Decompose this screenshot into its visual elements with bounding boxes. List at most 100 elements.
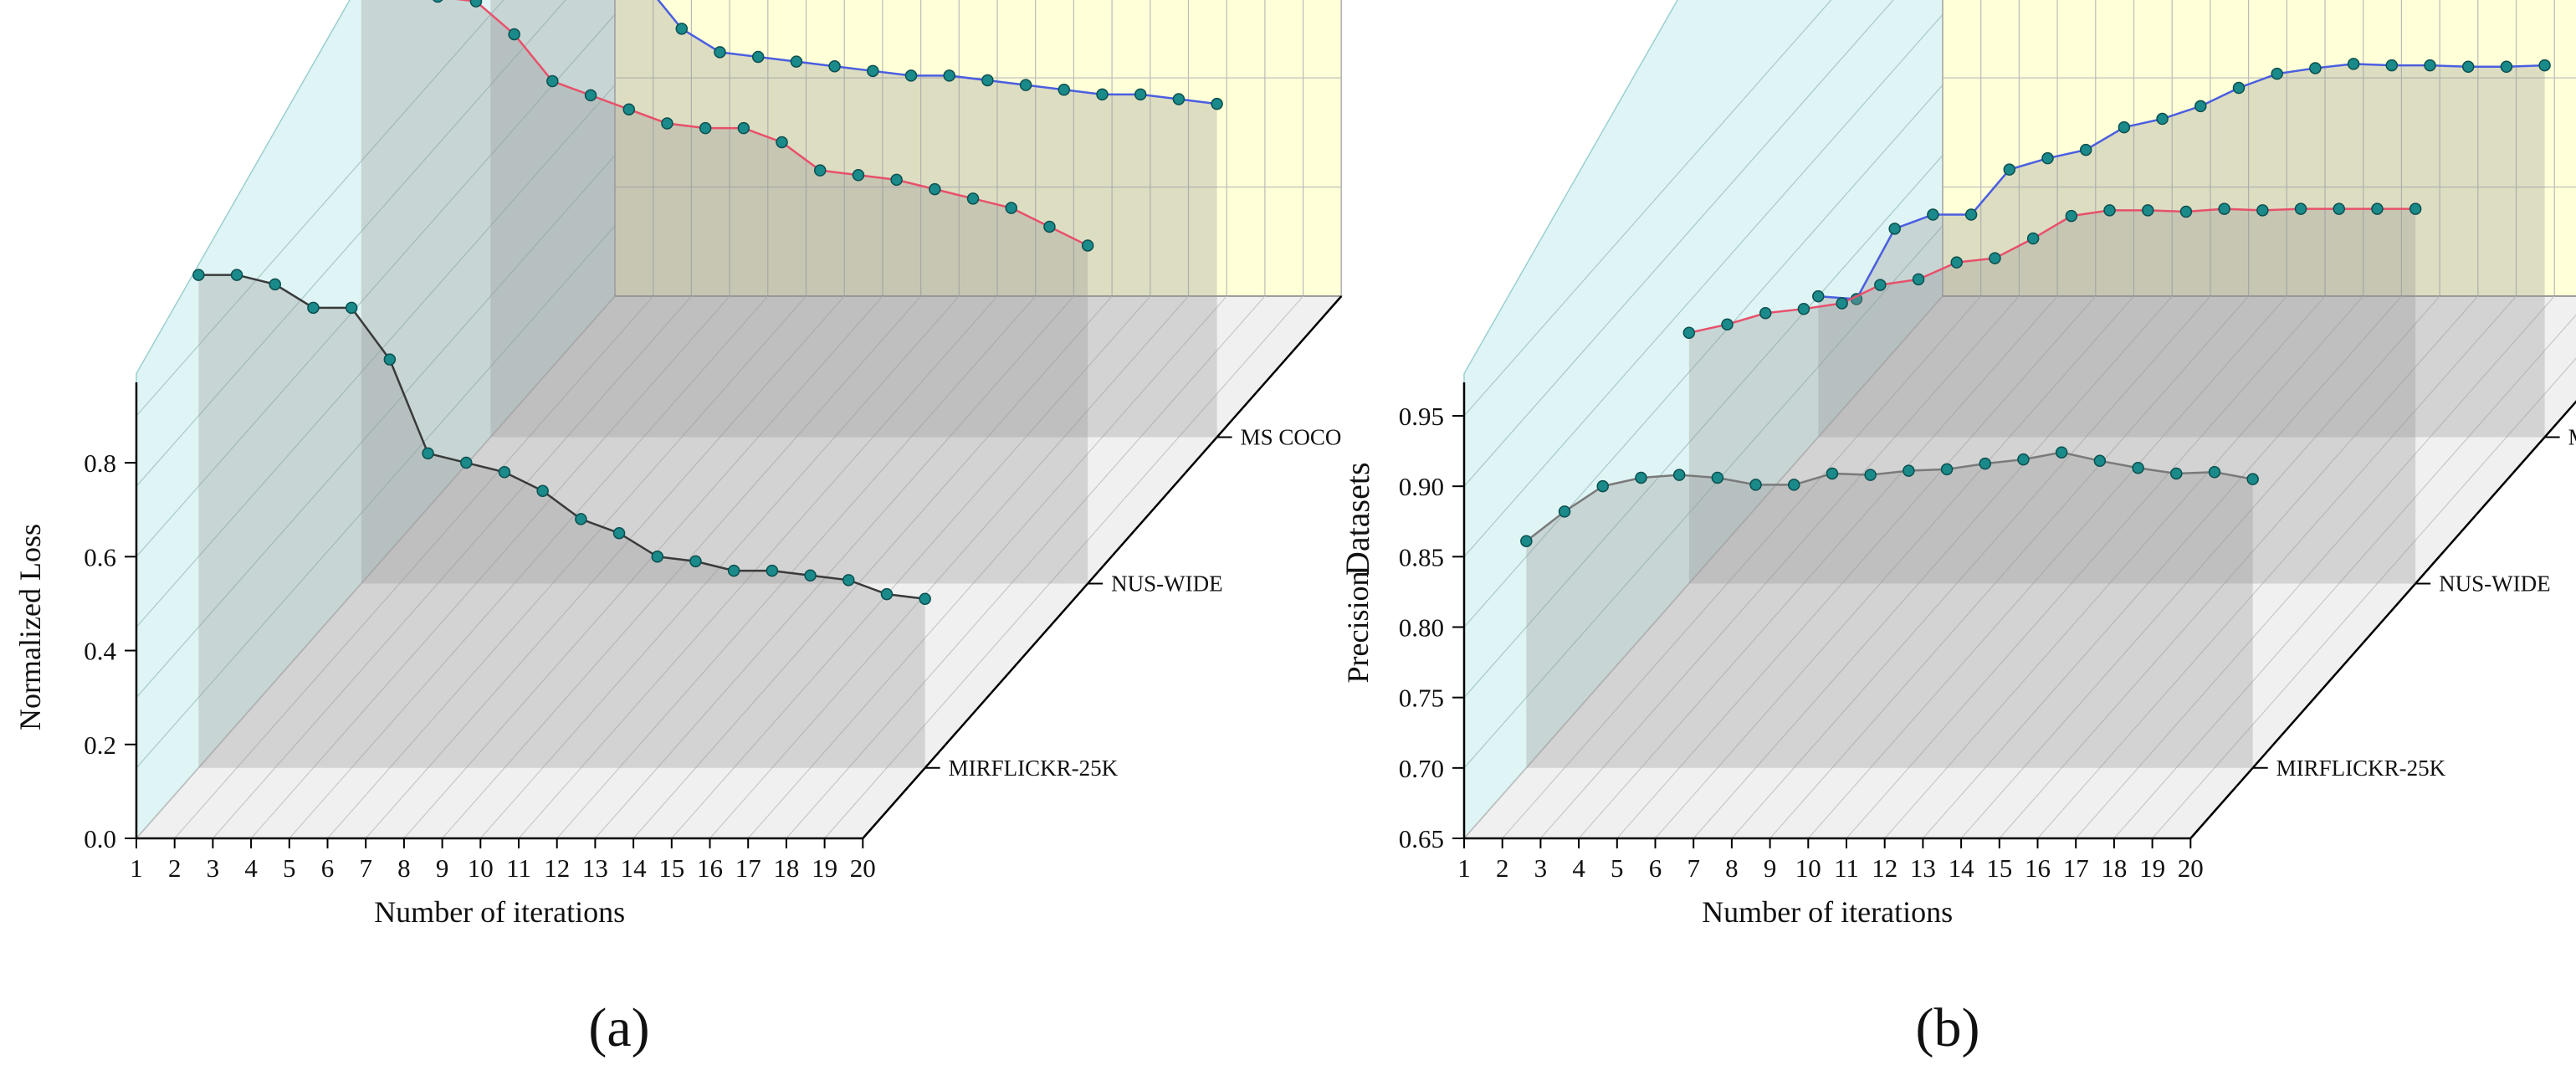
floor-gridline: [289, 295, 769, 839]
z-tick-label: NUS-WIDE: [1111, 571, 1222, 596]
wall-gridline: [1463, 85, 1944, 628]
data-point: [766, 564, 779, 577]
data-point: [804, 569, 817, 581]
data-point: [1836, 297, 1848, 310]
back-wall: [1942, 0, 2576, 297]
x-tick-label: 15: [1986, 853, 2012, 883]
x-tick-label: 4: [244, 853, 258, 883]
data-point: [2347, 58, 2360, 70]
z-tick-label: MS COCO: [1241, 424, 1342, 449]
data-point: [2218, 202, 2230, 215]
data-point: [2132, 461, 2144, 474]
data-point: [2424, 59, 2436, 72]
x-tick-label: 13: [1910, 853, 1936, 883]
data-point: [508, 28, 520, 41]
wall-gridline: [136, 0, 566, 487]
floor-gridline: [824, 295, 1304, 839]
data-point: [1043, 220, 1056, 233]
data-point: [2309, 62, 2322, 74]
data-point: [842, 574, 855, 587]
data-point: [546, 74, 559, 88]
data-point: [1721, 318, 1734, 330]
data-point: [2500, 60, 2513, 74]
x-tick-label: 6: [1649, 853, 1662, 883]
y-axis-title: Normalized Loss: [13, 524, 47, 730]
data-point: [1134, 88, 1147, 101]
data-point: [1903, 464, 1915, 477]
floor-gridline: [594, 295, 1074, 839]
data-point: [2156, 112, 2169, 126]
y-tick-label: 0.95: [1399, 402, 1444, 431]
data-point: [2232, 81, 2246, 95]
data-point: [689, 555, 702, 568]
x-tick-label: 17: [735, 853, 761, 883]
z-axis-title: Datasets: [1339, 462, 1376, 576]
y-tick-label: 0.85: [1399, 542, 1444, 571]
data-point: [828, 59, 841, 73]
wall-gridline: [136, 85, 616, 628]
data-point: [2055, 446, 2068, 459]
data-point: [890, 173, 903, 187]
floor-gridline: [250, 295, 730, 839]
floor-gridline: [136, 295, 616, 839]
data-point: [651, 551, 664, 563]
floor-gridline: [786, 295, 1266, 839]
data-point: [813, 164, 827, 177]
data-point: [919, 592, 931, 606]
data-point: [1826, 467, 1839, 480]
series-line: [198, 274, 925, 601]
data-point: [1096, 88, 1109, 101]
floor-gridline: [1693, 295, 2173, 839]
data-point: [929, 182, 941, 196]
x-tick-label: 16: [2025, 853, 2051, 883]
data-point: [751, 50, 765, 64]
x-tick-label: 12: [1872, 853, 1897, 883]
floor-gridline: [212, 295, 692, 839]
data-point: [904, 69, 918, 82]
data-point: [714, 46, 726, 59]
data-point: [1019, 79, 1032, 91]
wall-gridline: [136, 0, 504, 417]
x-tick-label: 20: [2178, 853, 2204, 883]
x-tick-label: 1: [130, 853, 143, 883]
floor-gridline: [1578, 295, 2058, 839]
series-area: [490, 0, 1217, 438]
data-point: [966, 192, 980, 205]
data-point: [880, 587, 894, 601]
floor-gridline: [174, 295, 654, 839]
data-point: [2093, 454, 2107, 468]
floor-gridline: [1463, 295, 1944, 839]
data-point: [2385, 59, 2399, 72]
data-point: [2026, 232, 2040, 245]
data-point: [1788, 479, 1800, 491]
y-tick-label: 0.4: [84, 637, 116, 666]
x-tick-label: 18: [2101, 853, 2127, 883]
data-point: [1812, 289, 1825, 303]
data-point: [867, 64, 879, 78]
data-point: [307, 301, 320, 315]
data-point: [1172, 93, 1186, 105]
data-point: [2371, 202, 2384, 215]
data-point: [2170, 467, 2183, 480]
wall-gridline: [136, 225, 616, 769]
floor-gridline: [2113, 314, 2576, 839]
x-tick-label: 5: [1611, 853, 1624, 883]
floor-gridline: [671, 295, 1151, 839]
x-tick-label: 2: [1496, 853, 1509, 883]
x-tick-label: 17: [2063, 853, 2089, 883]
data-point: [2256, 204, 2269, 217]
series-area: [1818, 64, 2545, 438]
y-axis-title: Precision: [1341, 571, 1375, 684]
floor-gridline: [1539, 295, 2020, 839]
data-point: [981, 74, 994, 87]
data-point: [943, 69, 955, 82]
data-point: [1749, 479, 1762, 491]
data-point: [790, 55, 803, 68]
x-tick-label: 3: [207, 853, 220, 883]
x-tick-label: 19: [812, 853, 837, 883]
x-tick-label: 2: [168, 853, 182, 883]
x-tick-label: 1: [1457, 853, 1471, 883]
x-tick-label: 8: [1725, 853, 1739, 883]
